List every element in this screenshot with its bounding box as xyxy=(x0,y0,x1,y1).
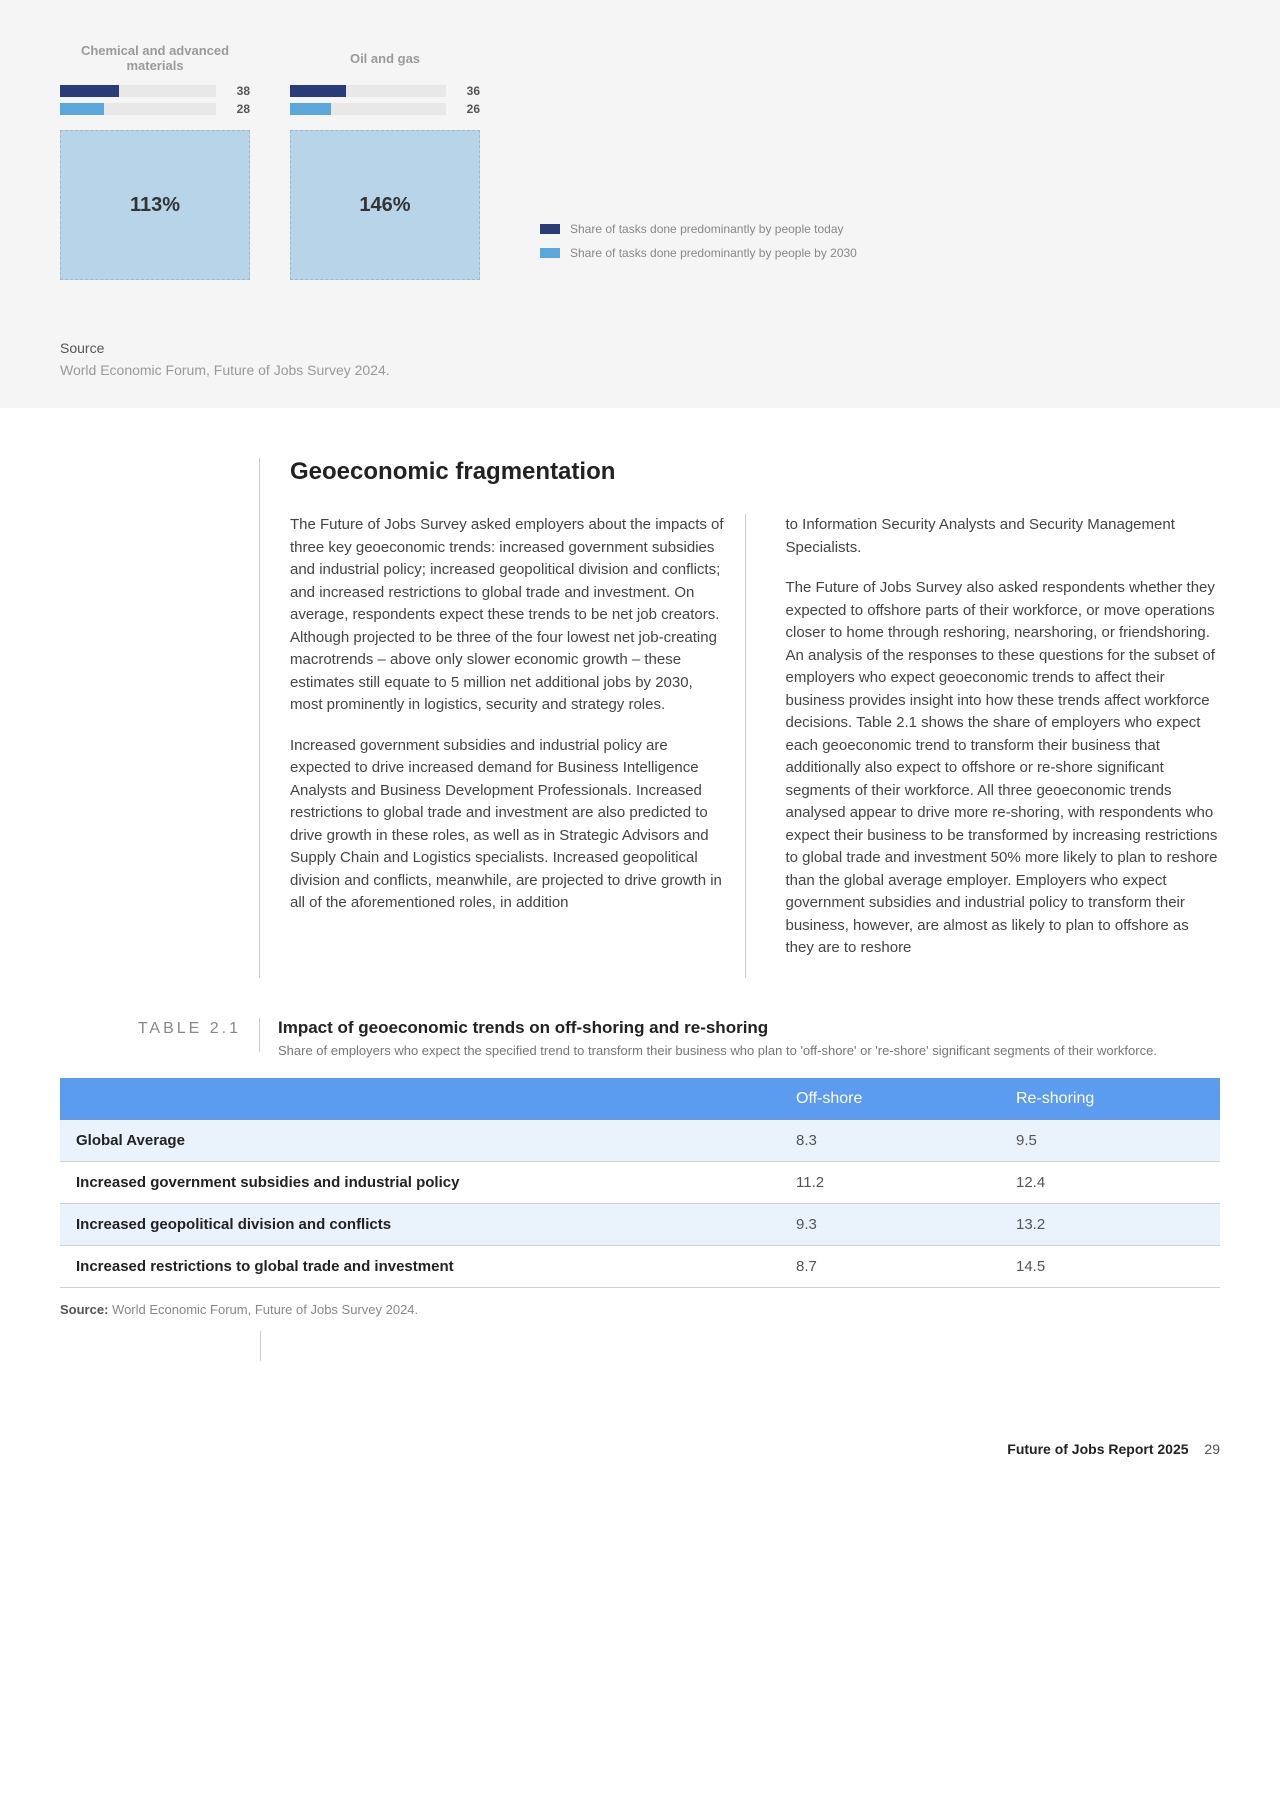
panel-percentage: 113% xyxy=(130,194,180,217)
row-label: Global Average xyxy=(60,1120,780,1162)
paragraph: The Future of Jobs Survey asked employer… xyxy=(290,514,725,717)
page-footer: Future of Jobs Report 2025 29 xyxy=(0,1381,1280,1497)
bar-row: 38 xyxy=(60,84,250,98)
table-row: Increased government subsidies and indus… xyxy=(60,1161,1220,1203)
cell-reshoring: 9.5 xyxy=(1000,1120,1220,1162)
article-col-2: to Information Security Analysts and Sec… xyxy=(786,514,1221,978)
legend-swatch xyxy=(540,224,560,234)
cell-offshore: 8.7 xyxy=(780,1245,1000,1287)
table-title: Impact of geoeconomic trends on off-shor… xyxy=(278,1018,1220,1038)
table-row: Increased geopolitical division and conf… xyxy=(60,1203,1220,1245)
footer-page-number: 29 xyxy=(1204,1441,1220,1457)
panel-title: Oil and gas xyxy=(290,40,480,76)
source-label: Source xyxy=(60,340,1220,356)
table-header-blank xyxy=(60,1078,780,1120)
legend-swatch xyxy=(540,248,560,258)
cell-offshore: 11.2 xyxy=(780,1161,1000,1203)
chart-panel: Oil and gas 36 26 146% xyxy=(290,40,480,280)
panel-percentage-box: 146% xyxy=(290,130,480,280)
panel-title: Chemical and advanced materials xyxy=(60,40,250,76)
table-number: TABLE 2.1 xyxy=(60,1018,260,1052)
bar-value: 26 xyxy=(452,102,480,116)
table-source: Source: World Economic Forum, Future of … xyxy=(60,1302,1220,1317)
left-rail-stub xyxy=(260,1331,1220,1361)
paragraph: Increased government subsidies and indus… xyxy=(290,735,725,915)
cell-offshore: 8.3 xyxy=(780,1120,1000,1162)
panel-percentage-box: 113% xyxy=(60,130,250,280)
table-row: Global Average 8.3 9.5 xyxy=(60,1120,1220,1162)
legend-item: Share of tasks done predominantly by peo… xyxy=(540,246,857,260)
article-col-1: The Future of Jobs Survey asked employer… xyxy=(290,514,746,978)
chart-region: Chemical and advanced materials 38 28 11… xyxy=(0,0,1280,408)
row-label: Increased geopolitical division and conf… xyxy=(60,1203,780,1245)
chart-panel: Chemical and advanced materials 38 28 11… xyxy=(60,40,250,280)
cell-offshore: 9.3 xyxy=(780,1203,1000,1245)
data-table: Off-shore Re-shoring Global Average 8.3 … xyxy=(60,1078,1220,1288)
section-heading: Geoeconomic fragmentation xyxy=(290,458,1220,486)
legend-item: Share of tasks done predominantly by peo… xyxy=(540,222,857,236)
cell-reshoring: 14.5 xyxy=(1000,1245,1220,1287)
bar-row: 26 xyxy=(290,102,480,116)
chart-legend: Share of tasks done predominantly by peo… xyxy=(540,212,857,280)
table-section: TABLE 2.1 Impact of geoeconomic trends o… xyxy=(0,1008,1280,1381)
article-section: Geoeconomic fragmentation The Future of … xyxy=(0,408,1280,1008)
chart-source: Source World Economic Forum, Future of J… xyxy=(60,340,1220,378)
cell-reshoring: 12.4 xyxy=(1000,1161,1220,1203)
paragraph: The Future of Jobs Survey also asked res… xyxy=(786,577,1221,960)
legend-label: Share of tasks done predominantly by peo… xyxy=(570,246,857,260)
row-label: Increased government subsidies and indus… xyxy=(60,1161,780,1203)
legend-label: Share of tasks done predominantly by peo… xyxy=(570,222,844,236)
table-header-reshoring: Re-shoring xyxy=(1000,1078,1220,1120)
bar-row: 36 xyxy=(290,84,480,98)
left-rail xyxy=(60,458,260,978)
table-row: Increased restrictions to global trade a… xyxy=(60,1245,1220,1287)
bar-row: 28 xyxy=(60,102,250,116)
footer-title: Future of Jobs Report 2025 xyxy=(1007,1441,1188,1457)
bar-value: 28 xyxy=(222,102,250,116)
table-header-offshore: Off-shore xyxy=(780,1078,1000,1120)
cell-reshoring: 13.2 xyxy=(1000,1203,1220,1245)
paragraph: to Information Security Analysts and Sec… xyxy=(786,514,1221,559)
panel-percentage: 146% xyxy=(359,194,410,217)
bar-value: 36 xyxy=(452,84,480,98)
source-text: World Economic Forum, Future of Jobs Sur… xyxy=(60,362,1220,378)
row-label: Increased restrictions to global trade a… xyxy=(60,1245,780,1287)
table-subtitle: Share of employers who expect the specif… xyxy=(278,1042,1220,1060)
bar-value: 38 xyxy=(222,84,250,98)
